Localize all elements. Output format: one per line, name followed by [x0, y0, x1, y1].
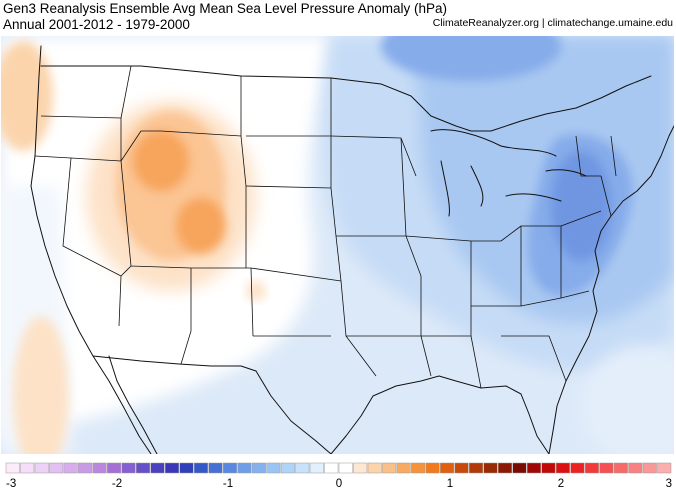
- legend-color-box: [613, 462, 628, 474]
- legend-tick-label: -2: [112, 478, 122, 489]
- legend-color-box: [222, 462, 237, 474]
- legend-color-box: [78, 462, 93, 474]
- legend-color-box: [353, 462, 368, 474]
- legend-color-box: [208, 462, 223, 474]
- field-orange-rockies-core: [133, 131, 189, 191]
- legend-color-box: [570, 462, 585, 474]
- legend-tick-label: 1: [447, 478, 453, 489]
- legend-color-box: [657, 462, 672, 474]
- great-lakes: [430, 129, 587, 217]
- legend-color-box: [309, 462, 324, 474]
- legend-color-box: [179, 462, 194, 474]
- legend-color-box: [92, 462, 107, 474]
- state-lines-west: [34, 65, 254, 365]
- chart-title: Gen3 Reanalysis Ensemble Avg Mean Sea Le…: [3, 1, 447, 16]
- legend-tick-label: -3: [6, 478, 16, 489]
- anomaly-map: [1, 36, 674, 454]
- legend-color-box: [63, 462, 78, 474]
- legend-color-box: [34, 462, 49, 474]
- legend-color-box: [526, 462, 541, 474]
- border-mexico: [92, 355, 257, 372]
- legend-color-box: [49, 462, 64, 474]
- legend-color-box: [396, 462, 411, 474]
- legend-color-box: [454, 462, 469, 474]
- coastline-atlantic: [548, 125, 674, 454]
- legend-color-box: [382, 462, 397, 474]
- field-blue-deep: [551, 151, 611, 261]
- legend-color-box: [237, 462, 252, 474]
- coastline-baja: [108, 355, 158, 454]
- legend-tick-label: 2: [558, 478, 564, 489]
- legend-color-box: [367, 462, 382, 474]
- legend-color-box: [498, 462, 512, 474]
- legend-color-box: [193, 462, 208, 474]
- legend-color-box: [107, 462, 122, 474]
- legend-tick-label: 0: [336, 478, 342, 489]
- legend-color-box: [121, 462, 136, 474]
- legend-color-box: [555, 462, 570, 474]
- border-canada: [40, 65, 652, 132]
- legend-color-box: [338, 462, 353, 474]
- legend-color-box: [411, 462, 426, 474]
- legend-color-box: [512, 462, 527, 474]
- legend-color-box: [165, 462, 179, 474]
- color-scale-legend: -3 -2 -1 0 1 2 3: [5, 462, 672, 489]
- field-orange-small: [246, 281, 266, 301]
- legend-color-box: [541, 462, 556, 474]
- source-credit: ClimateReanalyzer.org | climatechange.um…: [432, 17, 673, 29]
- legend-color-box: [584, 462, 599, 474]
- field-blue-atlantic: [581, 346, 674, 454]
- legend-color-box: [483, 462, 498, 474]
- field-blue-northeast: [381, 36, 561, 81]
- legend-tick-label: -1: [223, 478, 233, 489]
- legend-color-box: [599, 462, 614, 474]
- legend-color-box: [440, 462, 455, 474]
- legend-color-box: [642, 462, 657, 474]
- state-lines-east: [470, 135, 617, 382]
- legend-color-box: [20, 462, 35, 474]
- coastline-gulf: [255, 370, 550, 454]
- legend-color-box: [5, 462, 20, 474]
- legend-color-box: [280, 462, 295, 474]
- legend-color-box: [295, 462, 310, 474]
- chart-subtitle: Annual 2001-2012 - 1979-2000: [3, 17, 190, 32]
- legend-color-box: [150, 462, 165, 474]
- legend-tick-label: 3: [666, 478, 672, 489]
- legend-color-box: [324, 462, 339, 474]
- field-orange-colorado: [176, 198, 226, 254]
- legend-color-box: [136, 462, 151, 474]
- legend-color-box: [469, 462, 484, 474]
- legend-color-box: [628, 462, 643, 474]
- legend-color-box: [266, 462, 281, 474]
- coastline-west: [30, 45, 152, 454]
- legend-color-box: [251, 462, 266, 474]
- legend-color-box: [425, 462, 440, 474]
- field-orange-pacific: [13, 316, 69, 454]
